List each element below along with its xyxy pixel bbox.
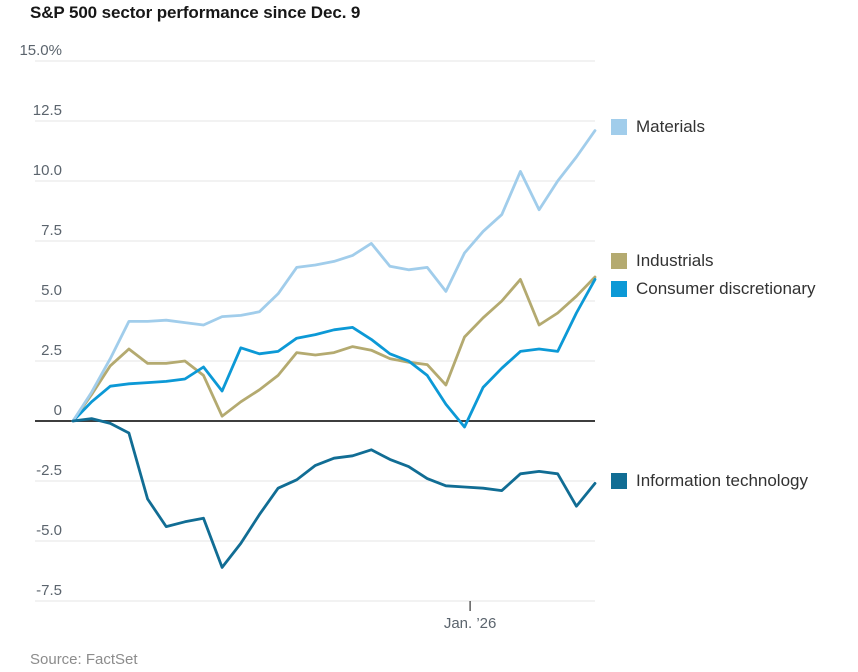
y-tick-label: 5.0	[41, 282, 62, 299]
y-tick-label: 12.5	[33, 102, 62, 119]
legend-swatch-materials-icon	[611, 119, 627, 135]
legend-swatch-consumer-discretionary-icon	[611, 281, 627, 297]
chart-title: S&P 500 sector performance since Dec. 9	[30, 3, 361, 22]
legend-item-materials: Materials	[611, 117, 705, 137]
series-line-information-technology	[71, 417, 597, 569]
source-note: Source: FactSet	[30, 651, 138, 668]
legend-swatch-industrials-icon	[611, 253, 627, 269]
y-tick-label: 15.0%	[19, 42, 62, 59]
legend-item-information-technology: Information technology	[611, 471, 808, 491]
y-tick-label: 7.5	[41, 222, 62, 239]
legend-label-materials: Materials	[636, 117, 705, 136]
y-tick-label: -2.5	[36, 462, 62, 479]
series-line-materials	[71, 129, 597, 423]
legend-item-consumer-discretionary: Consumer discretionary	[611, 279, 816, 299]
legend-label-information-technology: Information technology	[636, 471, 808, 490]
y-tick-label: -7.5	[36, 582, 62, 599]
legend-label-industrials: Industrials	[636, 251, 714, 270]
legend-label-consumer-discretionary: Consumer discretionary	[636, 279, 816, 298]
series-line-industrials	[71, 275, 597, 423]
series-line-consumer-discretionary	[71, 277, 597, 429]
x-tick-label: Jan. ’26	[444, 615, 497, 632]
y-tick-label: 10.0	[33, 162, 62, 179]
y-tick-label: -5.0	[36, 522, 62, 539]
legend-item-industrials: Industrials	[611, 251, 713, 271]
legend-swatch-information-technology-icon	[611, 473, 627, 489]
y-tick-label: 2.5	[41, 342, 62, 359]
y-tick-label: 0	[54, 402, 62, 419]
